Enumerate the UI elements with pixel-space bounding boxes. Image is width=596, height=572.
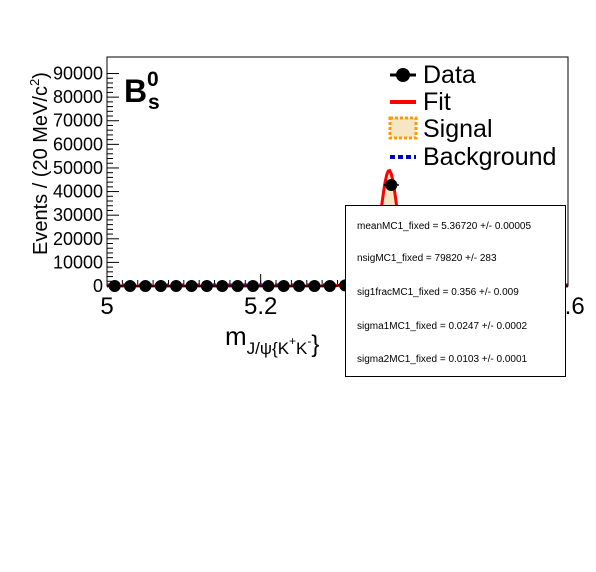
- fit-param-sigma1-name: sigma1MC1_fixed =: [357, 321, 449, 332]
- y-tick-label: 80000: [53, 87, 103, 107]
- fit-param-sig1frac: sig1fracMC1_fixed = 0.356 +/- 0.009: [357, 287, 519, 298]
- data-point: [291, 280, 307, 292]
- fit-param-sigma2-value: 0.0103 +/- 0.0001: [448, 354, 528, 365]
- x-axis-title-sup1: +: [289, 334, 296, 348]
- data-point: [260, 280, 277, 292]
- x-axis-title-sup2: -: [307, 334, 311, 348]
- fit-param-nsig-value: 79820 +/- 283: [434, 253, 497, 264]
- data-point: [107, 280, 123, 292]
- y-tick-label: 90000: [53, 64, 103, 84]
- data-point: [153, 280, 169, 292]
- legend-data-marker: [390, 68, 416, 82]
- data-point: [183, 280, 200, 292]
- x-axis-title: mJ/ψ{K+K-}: [225, 321, 319, 358]
- y-tick-label: 0: [93, 276, 103, 296]
- particle-label: B: [124, 73, 147, 109]
- fit-param-mean-name: meanMC1_fixed =: [357, 221, 442, 232]
- fit-param-nsig: nsigMC1_fixed = 79820 +/- 283: [357, 253, 497, 264]
- legend-fit-label: Fit: [423, 88, 451, 116]
- data-point: [214, 280, 230, 292]
- y-axis-title-sup: 2: [27, 79, 42, 86]
- x-axis-title-end: }: [311, 331, 319, 358]
- data-point: [276, 280, 292, 292]
- data-point: [383, 178, 399, 191]
- data-point: [322, 280, 338, 292]
- fit-param-sigma2-name: sigma2MC1_fixed =: [357, 354, 449, 365]
- fit-param-nsig-name: nsigMC1_fixed =: [357, 253, 435, 264]
- x-axis-title-main: m: [225, 321, 247, 351]
- particle-label-sup: 0: [147, 68, 159, 91]
- legend-signal-label: Signal: [423, 115, 493, 143]
- data-point: [245, 280, 261, 292]
- data-point: [199, 280, 215, 292]
- fit-param-sig1frac-value: 0.356 +/- 0.009: [451, 287, 519, 298]
- fit-param-sigma1-value: 0.0247 +/- 0.0002: [448, 321, 528, 332]
- data-point: [229, 280, 246, 292]
- data-point: [168, 280, 184, 292]
- y-tick-label: 30000: [53, 205, 103, 225]
- fit-param-mean-value: 5.36720 +/- 0.00005: [441, 221, 532, 232]
- fit-param-sigma1: sigma1MC1_fixed = 0.0247 +/- 0.0002: [357, 321, 527, 332]
- y-tick-label: 40000: [53, 182, 103, 202]
- legend-data-label: Data: [423, 61, 476, 89]
- data-point: [122, 280, 138, 292]
- fit-parameters-box: meanMC1_fixed = 5.36720 +/- 0.00005 nsig…: [345, 205, 566, 377]
- legend-background-label: Background: [423, 143, 556, 171]
- particle-label-main: B: [124, 73, 147, 109]
- data-point: [306, 280, 323, 292]
- y-axis-title-end: ): [30, 72, 52, 79]
- particle-label-sub: s: [148, 91, 160, 114]
- y-tick-label: 70000: [53, 111, 103, 131]
- y-tick-label: 50000: [53, 158, 103, 178]
- x-axis-title-mid: K: [296, 339, 308, 358]
- legend: Data Fit Signal Background: [388, 61, 556, 171]
- y-tick-label: 20000: [53, 229, 103, 249]
- fit-param-sigma2: sigma2MC1_fixed = 0.0103 +/- 0.0001: [357, 354, 527, 365]
- y-axis-title-main: Events / (20 MeV/c: [30, 86, 52, 255]
- y-tick-label: 10000: [53, 252, 103, 272]
- y-tick-label: 60000: [53, 134, 103, 154]
- x-tick-label: 5: [100, 293, 113, 320]
- legend-signal-marker: [388, 116, 418, 140]
- y-axis-title: Events / (20 MeV/c2): [27, 72, 52, 255]
- fit-param-sig1frac-name: sig1fracMC1_fixed =: [357, 287, 452, 298]
- fit-param-mean: meanMC1_fixed = 5.36720 +/- 0.00005: [357, 221, 531, 232]
- data-point: [137, 280, 154, 292]
- x-axis-title-sub: J/ψ{K: [247, 339, 290, 358]
- x-tick-label: 5.2: [244, 293, 277, 320]
